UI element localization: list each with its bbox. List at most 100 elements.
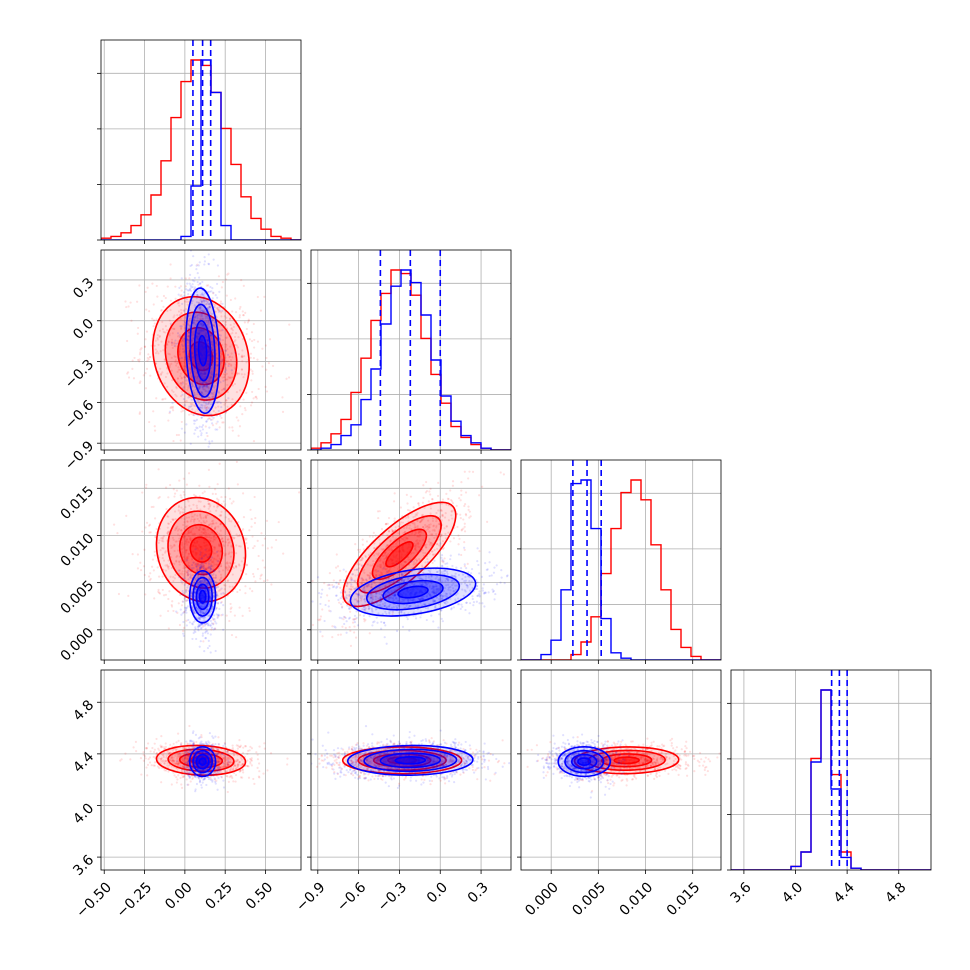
scatter-point <box>188 277 191 280</box>
scatter-point <box>214 492 217 496</box>
scatter-point <box>199 381 202 384</box>
scatter-point <box>203 490 206 493</box>
scatter-point <box>239 405 242 408</box>
scatter-point <box>187 339 190 342</box>
scatter-point <box>217 585 220 588</box>
scatter-point <box>412 506 415 509</box>
scatter-point <box>220 587 223 590</box>
scatter-point <box>199 299 202 302</box>
scatter-point <box>218 306 221 309</box>
scatter-point <box>158 592 162 595</box>
scatter-point <box>256 340 260 343</box>
scatter-point <box>215 364 218 368</box>
scatter-point <box>252 575 256 578</box>
scatter-point <box>209 633 212 636</box>
scatter-point <box>171 332 174 335</box>
scatter-point <box>181 337 184 340</box>
scatter-point <box>211 440 214 443</box>
scatter-point <box>231 536 234 539</box>
scatter-point <box>243 355 246 358</box>
panel-frame <box>100 39 302 241</box>
scatter-point <box>189 537 192 540</box>
scatter-point <box>351 621 355 624</box>
scatter-point <box>127 305 130 308</box>
scatter-point <box>205 368 208 371</box>
scatter-point <box>229 562 233 565</box>
scatter-point <box>203 260 207 263</box>
scatter-point <box>207 406 211 410</box>
scatter-point <box>197 264 200 267</box>
scatter-point <box>144 526 147 529</box>
scatter-point <box>199 309 202 312</box>
scatter-point <box>201 373 204 376</box>
scatter-point <box>201 317 205 320</box>
scatter-point <box>241 492 245 495</box>
scatter-point <box>482 583 485 586</box>
scatter-point <box>155 318 158 321</box>
scatter-point <box>199 347 203 351</box>
scatter-point <box>170 605 174 608</box>
scatter-point <box>226 353 230 356</box>
scatter-point <box>210 560 213 564</box>
scatter-point <box>243 321 246 324</box>
scatter-point <box>206 340 209 343</box>
scatter-point <box>167 522 170 525</box>
scatter-point <box>238 316 241 319</box>
scatter-point <box>181 381 184 384</box>
scatter-point <box>344 570 348 573</box>
scatter-point <box>204 299 208 303</box>
scatter-point <box>466 562 469 565</box>
scatter-point <box>200 343 204 347</box>
scatter-point <box>179 317 182 320</box>
scatter-point <box>217 308 220 311</box>
scatter-point <box>457 534 460 537</box>
scatter-point <box>180 529 183 532</box>
scatter-point <box>181 393 184 396</box>
scatter-point <box>190 263 193 267</box>
scatter-point <box>205 386 208 389</box>
scatter-point <box>201 632 205 635</box>
scatter-point <box>184 579 187 583</box>
scatter-point <box>194 312 198 315</box>
scatter-point <box>224 320 227 324</box>
scatter-point <box>148 356 152 359</box>
scatter-point <box>179 372 182 375</box>
scatter-point <box>159 367 162 370</box>
scatter-point <box>201 338 204 341</box>
scatter-point <box>158 334 161 338</box>
scatter-point <box>156 350 159 353</box>
scatter-point <box>217 308 220 312</box>
scatter-point <box>196 517 199 521</box>
scatter-point <box>197 301 201 304</box>
scatter-point <box>166 329 169 332</box>
scatter-point <box>217 613 220 616</box>
scatter-point <box>255 395 258 398</box>
scatter-point <box>190 343 193 347</box>
scatter-point <box>218 400 221 403</box>
scatter-point <box>203 352 206 355</box>
scatter-point <box>238 389 242 392</box>
scatter-point <box>488 574 491 578</box>
scatter-point <box>251 390 254 394</box>
scatter-point <box>178 334 181 337</box>
scatter-point <box>162 330 165 333</box>
scatter-point <box>182 626 186 629</box>
scatter-point <box>215 377 218 381</box>
scatter-point <box>195 348 198 351</box>
scatter-point <box>469 515 472 518</box>
scatter-point <box>207 349 210 353</box>
scatter-point <box>184 549 187 552</box>
scatter-point <box>204 515 207 518</box>
scatter-point <box>191 527 195 530</box>
scatter-point <box>190 371 193 374</box>
scatter-point <box>201 385 205 388</box>
scatter-point <box>212 573 215 576</box>
scatter-point <box>130 319 133 322</box>
scatter-point <box>234 310 238 314</box>
scatter-point <box>154 339 157 342</box>
scatter-point <box>339 591 342 594</box>
scatter-point <box>131 367 134 371</box>
scatter-point <box>216 356 219 360</box>
scatter-point <box>422 484 425 487</box>
scatter-point <box>260 532 263 535</box>
